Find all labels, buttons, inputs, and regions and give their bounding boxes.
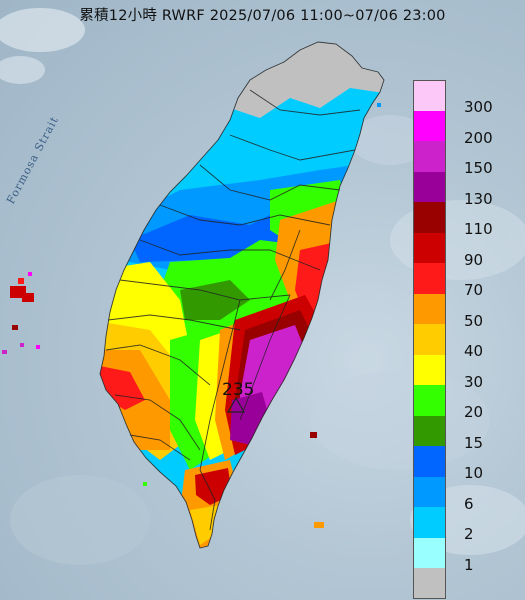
rainfall-bands (100, 42, 384, 548)
legend-swatch (413, 141, 446, 172)
legend-swatch (413, 171, 446, 202)
legend-label: 200 (464, 128, 493, 147)
legend-swatch (413, 324, 446, 355)
offshore-islands (2, 103, 381, 528)
legend-row: 70 (413, 263, 513, 299)
legend-swatch (413, 293, 446, 324)
legend-row: 1 (413, 537, 513, 574)
legend-label: 130 (464, 189, 493, 208)
legend-label: 40 (464, 342, 484, 360)
legend-label: 6 (464, 494, 474, 513)
legend-row: 130 (413, 171, 513, 208)
legend-swatch (413, 202, 446, 233)
legend-row (413, 568, 513, 599)
legend-swatch (413, 385, 446, 416)
legend-swatch (413, 446, 446, 477)
legend-swatch (413, 232, 446, 263)
county-boundaries (99, 41, 385, 549)
legend-swatch (413, 476, 446, 507)
legend-label: 110 (464, 220, 493, 238)
legend-label: 300 (464, 98, 493, 116)
legend-label: 70 (464, 281, 484, 299)
max-marker (226, 396, 246, 413)
legend-swatch (413, 568, 446, 599)
legend-label: 20 (464, 403, 484, 421)
legend-row: 110 (413, 202, 513, 238)
legend-swatch (413, 354, 446, 385)
legend-label: 50 (464, 311, 484, 330)
legend-row: 50 (413, 293, 513, 330)
legend-label: 150 (464, 159, 493, 177)
legend-swatch (413, 507, 446, 538)
legend-row: 6 (413, 476, 513, 513)
legend-row: 20 (413, 385, 513, 421)
legend-label: 15 (464, 433, 484, 452)
legend-swatch (413, 263, 446, 294)
legend-label: 1 (464, 555, 474, 574)
legend-row: 150 (413, 141, 513, 177)
legend-row: 200 (413, 110, 513, 147)
legend-row: 2 (413, 507, 513, 543)
map-title: 累積12小時 RWRF 2025/07/06 11:00~07/06 23:00 (79, 8, 446, 24)
legend-swatch (413, 110, 446, 141)
legend-row: 10 (413, 446, 513, 482)
legend-swatch (413, 415, 446, 446)
legend-label: 2 (464, 525, 474, 543)
legend-row: 30 (413, 354, 513, 391)
legend-label: 30 (464, 372, 484, 391)
legend-row: 15 (413, 415, 513, 452)
legend-label: 90 (464, 250, 484, 269)
legend-row: 300 (413, 80, 513, 116)
legend-row: 90 (413, 232, 513, 269)
max-value-label: 235 (222, 380, 255, 400)
legend-swatch (413, 537, 446, 568)
legend-label: 10 (464, 464, 484, 482)
legend-swatch (413, 80, 446, 111)
rainfall-legend: 300 200 150 130 110 90 70 50 40 30 20 15 10 6 2 1 (413, 80, 513, 599)
legend-row: 40 (413, 324, 513, 360)
